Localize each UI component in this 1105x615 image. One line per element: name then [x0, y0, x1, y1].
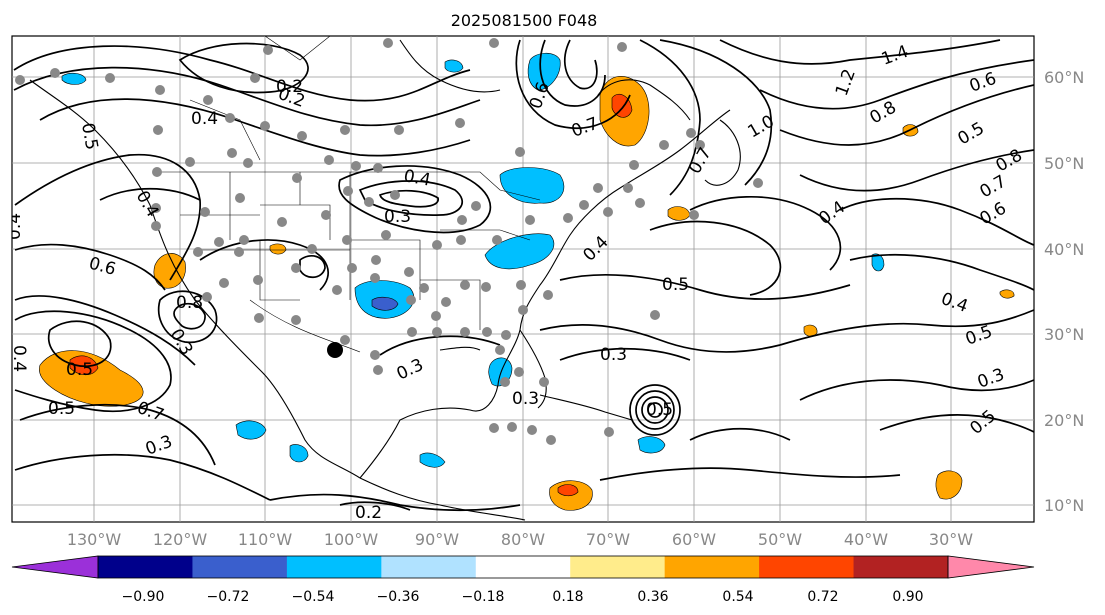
lon-label: 110°W	[238, 530, 293, 549]
colorbar-tick: 0.72	[807, 589, 838, 605]
patch-orange	[935, 470, 963, 500]
contour-label: 0.4	[191, 109, 218, 129]
patch-blue	[484, 233, 555, 270]
contour-label: 0.3	[600, 345, 627, 365]
lon-label: 70°W	[586, 530, 630, 549]
patch-orange	[999, 289, 1015, 299]
lat-label: 60°N	[1044, 68, 1084, 87]
colorbar-tick: 0.36	[637, 589, 668, 605]
colorbar-tick: 0.54	[722, 589, 753, 605]
patch-blue	[527, 52, 561, 91]
lat-label: 10°N	[1044, 496, 1084, 515]
contour-label: 0.5	[48, 399, 75, 419]
patch-blue	[61, 72, 87, 85]
lat-label: 40°N	[1044, 240, 1084, 259]
colorbar-segment	[98, 556, 193, 578]
contour-label: 0.3	[512, 389, 539, 409]
contour-label: 0.3	[384, 207, 411, 227]
lon-label: 90°W	[415, 530, 459, 549]
borders	[155, 36, 541, 353]
station-dots	[15, 38, 763, 445]
patch-orange	[803, 324, 818, 337]
colorbar-tick: −0.36	[377, 589, 420, 605]
lon-label: 130°W	[67, 530, 122, 549]
colorbar-right-arrow	[947, 555, 1035, 579]
colorbar: −0.90 −0.72 −0.54 −0.36 −0.18 0.18 0.36 …	[11, 555, 1035, 605]
colorbar-segment	[664, 556, 760, 578]
colorbar-segment	[570, 556, 666, 578]
gridlines	[12, 36, 1034, 522]
patch-red	[69, 355, 99, 376]
contour-label: 0.5	[646, 400, 673, 420]
lon-label: 40°W	[844, 530, 888, 549]
colorbar-outline	[97, 555, 949, 579]
lat-label: 30°N	[1044, 325, 1084, 344]
contour-label: 0.5	[662, 275, 689, 295]
patch-darkblue	[371, 296, 399, 311]
colorbar-segment	[192, 556, 288, 578]
colorbar-tick: −0.54	[292, 589, 335, 605]
lat-label: 20°N	[1044, 411, 1084, 430]
lon-label: 100°W	[324, 530, 379, 549]
contour-label: 0.5	[66, 360, 93, 380]
contour-label: 0.5	[77, 121, 101, 151]
colorbar-segment	[475, 556, 571, 578]
colorbar-tick: 0.18	[552, 589, 583, 605]
patch-orange	[269, 243, 287, 255]
lon-label: 80°W	[501, 530, 545, 549]
colorbar-tick: −0.90	[122, 589, 165, 605]
lon-label: 30°W	[929, 530, 973, 549]
contour-label: 0.4	[402, 166, 432, 190]
colorbar-left-arrow	[11, 555, 99, 579]
contour-label: 0.8	[176, 293, 203, 313]
lat-label: 50°N	[1044, 154, 1084, 173]
map-title: 2025081500 F048	[451, 11, 598, 30]
colorbar-segment	[381, 556, 477, 578]
colorbar-segments	[98, 556, 949, 578]
patch-red	[557, 484, 579, 497]
shading-patches	[39, 52, 1015, 511]
colorbar-segment	[759, 556, 855, 578]
colorbar-tick: −0.18	[462, 589, 505, 605]
contour-label: 0.4	[9, 345, 29, 372]
colorbar-segment	[853, 556, 949, 578]
longitude-labels: 130°W 120°W 110°W 100°W 90°W 80°W 70°W 6…	[67, 530, 973, 549]
colorbar-tick-labels: −0.90 −0.72 −0.54 −0.36 −0.18 0.18 0.36 …	[122, 589, 924, 605]
patch-blue	[871, 253, 885, 272]
patch-blue	[444, 59, 464, 73]
contour-label: 0.2	[276, 77, 303, 97]
latitude-labels: 60°N 50°N 40°N 30°N 20°N 10°N	[1044, 68, 1084, 515]
contour-label: 0.2	[355, 503, 382, 523]
patch-blue	[235, 420, 267, 440]
colorbar-tick: 0.90	[892, 589, 923, 605]
lon-label: 60°W	[672, 530, 716, 549]
colorbar-segment	[286, 556, 382, 578]
colorbar-tick: −0.72	[207, 589, 250, 605]
contour-label: 0.4	[5, 213, 25, 240]
lon-label: 120°W	[153, 530, 208, 549]
lon-label: 50°W	[758, 530, 802, 549]
coastlines	[29, 39, 741, 521]
patch-blue	[637, 436, 666, 454]
patch-blue	[419, 452, 446, 468]
patch-blue	[289, 444, 309, 463]
contour-lines	[13, 39, 1034, 512]
